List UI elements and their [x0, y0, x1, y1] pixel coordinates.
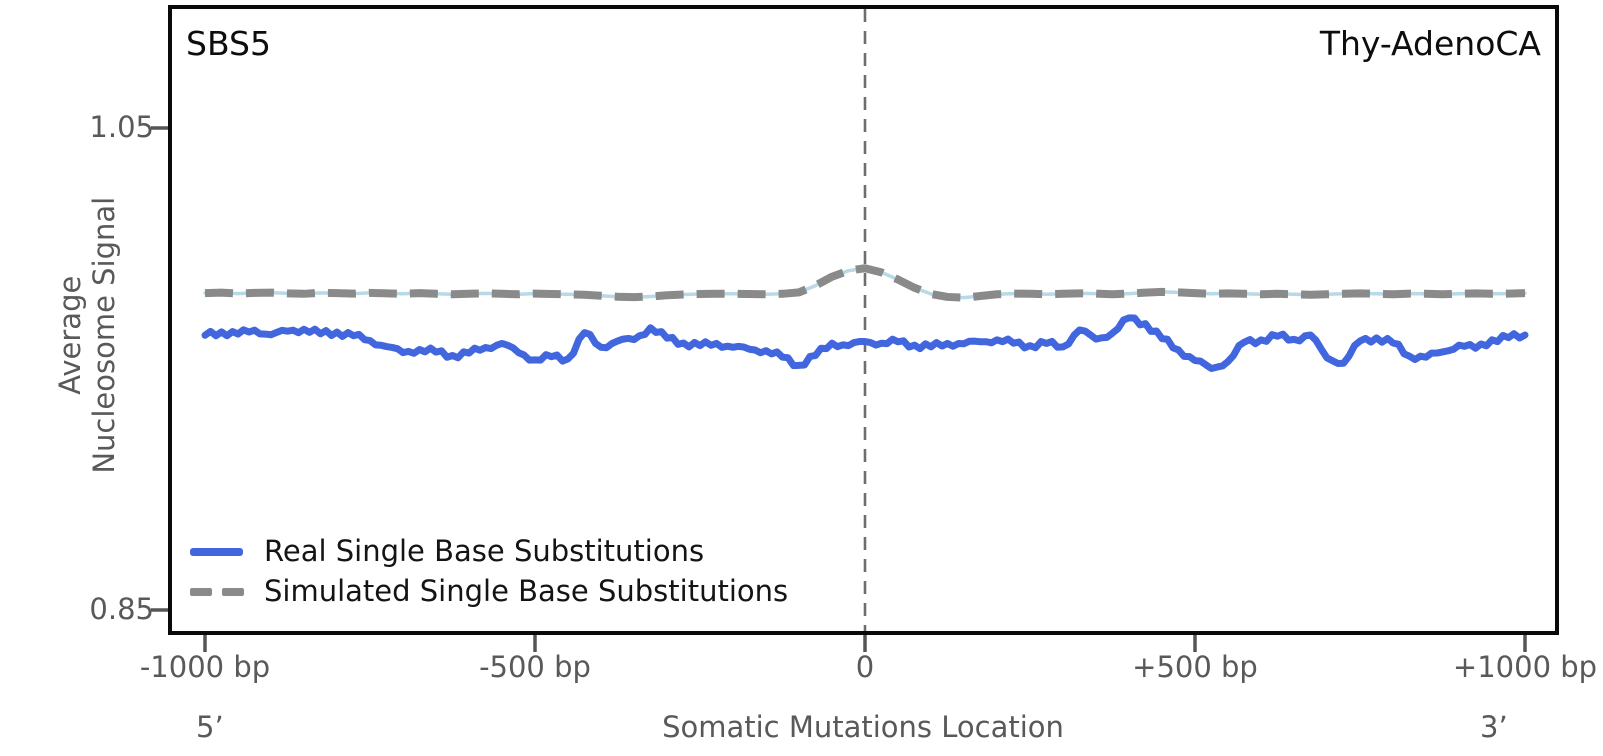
ytick-label-1.05: 1.05: [89, 110, 154, 144]
cancer-type-label: Thy-AdenoCA: [1319, 24, 1541, 63]
legend-real-label: Real Single Base Substitutions: [264, 534, 705, 568]
legend-real-swatch: [190, 548, 243, 556]
xtick-label-minus500: -500 bp: [479, 650, 591, 684]
x-axis-title: Somatic Mutations Location: [662, 710, 1064, 744]
xtick-label-minus1000: -1000 bp: [139, 650, 271, 684]
xtick-label-zero: 0: [855, 650, 875, 684]
y-axis-label: Average Nucleosome Signal: [53, 155, 121, 515]
five-prime-label: 5’: [196, 710, 224, 744]
y-axis-label-line1: Average: [52, 275, 87, 395]
simulated-line: [204, 264, 1526, 302]
legend-simulated-swatch: [190, 588, 244, 596]
plot-border: [168, 5, 1559, 635]
y-ticks: [151, 126, 170, 612]
ytick-label-0.85: 0.85: [89, 592, 154, 626]
y-axis-label-line2: Nucleosome Signal: [87, 196, 121, 474]
legend-simulated-label: Simulated Single Base Substitutions: [264, 574, 789, 608]
xtick-label-plus1000: +1000 bp: [1452, 650, 1598, 684]
signature-label: SBS5: [186, 24, 271, 63]
three-prime-label: 3’: [1480, 710, 1508, 744]
x-ticks: [203, 633, 1527, 652]
xtick-label-plus500: +500 bp: [1132, 650, 1258, 684]
real-line: [201, 314, 1529, 373]
